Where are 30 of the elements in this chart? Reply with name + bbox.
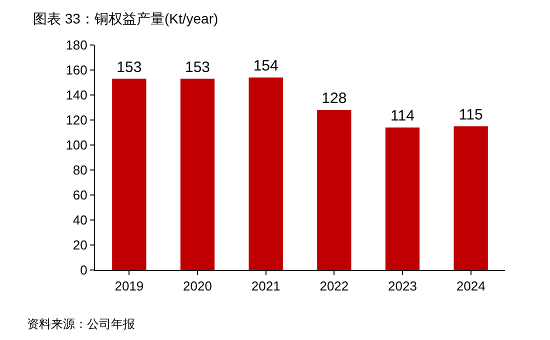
y-tick-label: 60 — [72, 188, 88, 203]
x-tick-label: 2020 — [183, 278, 212, 294]
y-tick-label: 180 — [66, 38, 88, 53]
bar — [385, 128, 420, 270]
text: 资料来源：公司年报 — [27, 317, 135, 331]
bar — [112, 78, 146, 270]
y-tick-label: 140 — [66, 88, 88, 103]
x-tick-label: 2021 — [251, 278, 280, 294]
bar — [248, 78, 283, 270]
data-label: 114 — [390, 108, 414, 124]
bar — [454, 126, 488, 270]
x-tick-label: 2023 — [388, 278, 417, 294]
y-tick-label: 20 — [72, 238, 88, 253]
y-tick-label: 40 — [72, 212, 88, 228]
y-tick-label: 100 — [66, 138, 88, 153]
data-label: 115 — [458, 106, 483, 124]
bar — [317, 110, 352, 270]
y-tick-label: 160 — [66, 62, 88, 78]
x-tick-label: 2019 — [114, 278, 144, 294]
bar — [180, 78, 215, 270]
data-label: 153 — [184, 58, 210, 76]
y-tick-label: 80 — [72, 162, 88, 178]
x-tick-label: 2022 — [320, 278, 349, 294]
data-label: 154 — [253, 58, 278, 74]
data-label: 128 — [322, 90, 347, 107]
data-label: 153 — [116, 58, 142, 76]
chart-title: 图表 33：铜权益产量(Kt/year) — [33, 10, 218, 26]
y-tick-label: 120 — [66, 112, 88, 128]
y-tick-label: 0 — [80, 262, 88, 278]
x-tick-label: 2024 — [456, 278, 486, 294]
